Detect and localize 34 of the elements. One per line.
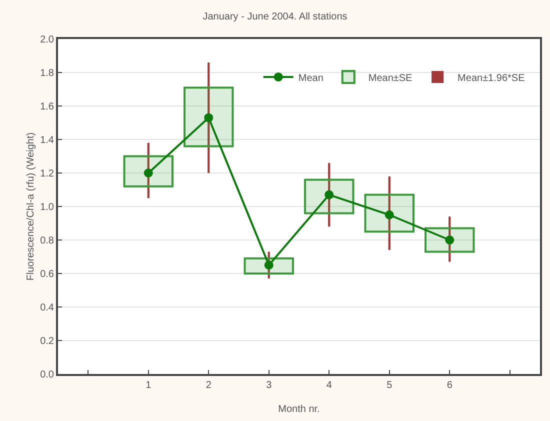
legend-label: Mean±1.96*SE <box>458 72 526 84</box>
y-axis-title: Fluorescence/Chl-a (rfu) (Weight) <box>26 132 37 281</box>
bar <box>424 227 475 253</box>
y-tick-label: 1.6 <box>40 102 54 112</box>
bar <box>184 86 234 148</box>
y-tick-label: 2.0 <box>40 34 54 46</box>
y-tick-label: 1.4 <box>40 135 54 146</box>
legend-label: Mean <box>298 72 324 84</box>
point <box>384 210 394 220</box>
y-tick-label: 1.2 <box>40 168 54 180</box>
x-axis-title: Month nr. <box>278 404 320 415</box>
x-tick-label: 6 <box>446 380 453 391</box>
y-tick-label: 0.4 <box>40 302 54 314</box>
y-tick-label: 0.6 <box>40 269 54 280</box>
point <box>144 168 153 178</box>
point <box>445 236 454 244</box>
point <box>264 260 274 270</box>
legend-label: Mean±SE <box>368 72 413 84</box>
x-tick-label: 3 <box>266 380 272 391</box>
x-tick-label: 5 <box>386 380 393 391</box>
chart-title: January - June 2004. All stations <box>202 12 348 23</box>
y-tick-label: 1.8 <box>40 68 54 79</box>
x-tick-label: 2 <box>206 380 212 391</box>
y-tick-label: 1.0 <box>40 202 54 213</box>
y-tick-label: 0.0 <box>40 370 54 380</box>
point <box>324 190 334 200</box>
y-tick-label: 0.8 <box>40 236 54 246</box>
x-tick-label: 4 <box>326 380 332 391</box>
bar <box>123 155 174 188</box>
y-tick-label: 0.2 <box>40 336 54 347</box>
x-tick-label: 1 <box>146 380 152 391</box>
bar <box>364 194 414 233</box>
point <box>204 113 214 122</box>
bar <box>304 178 354 214</box>
